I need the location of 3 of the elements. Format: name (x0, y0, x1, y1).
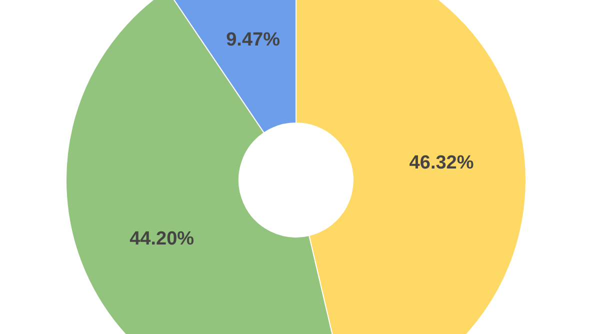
data-label: 46.32% (409, 152, 474, 174)
data-label: 44.20% (130, 228, 194, 250)
data-label: 9.47% (226, 29, 280, 50)
